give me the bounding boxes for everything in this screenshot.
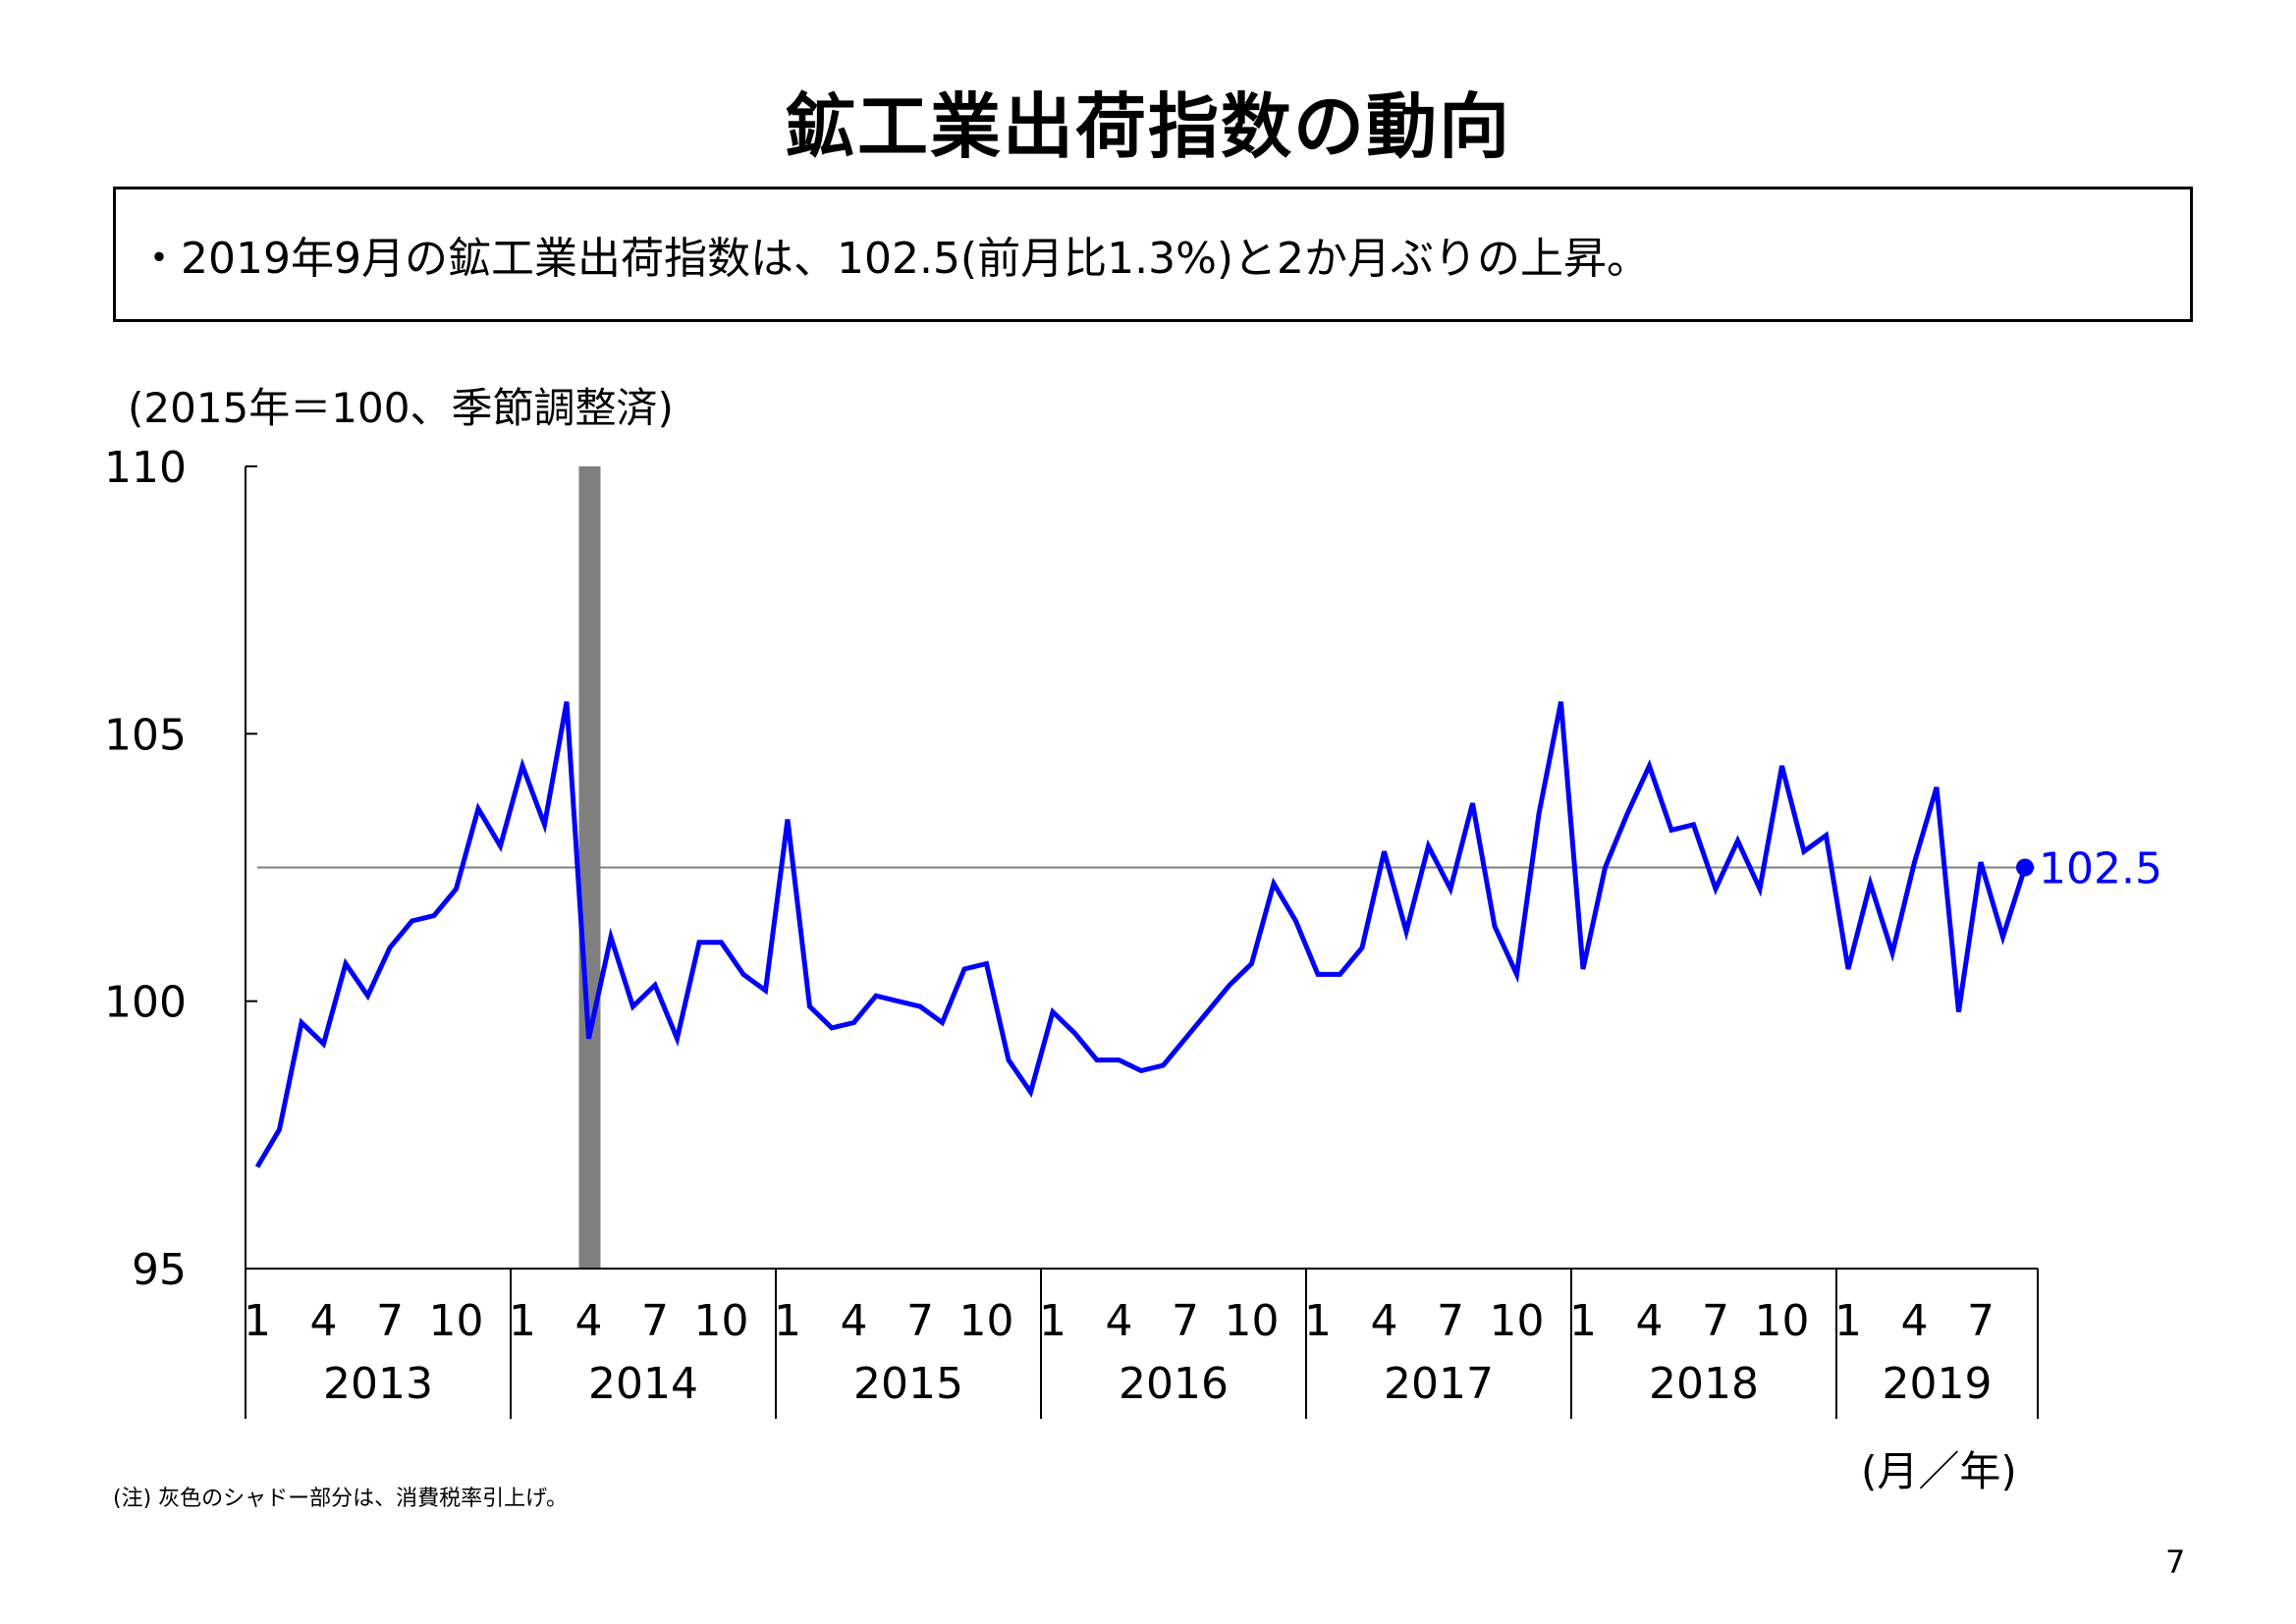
month-tick-label: 1 xyxy=(244,1296,271,1346)
page-number: 7 xyxy=(2165,1543,2186,1581)
year-tick-label: 2019 xyxy=(1883,1359,1993,1409)
month-tick-label: 7 xyxy=(376,1296,404,1346)
axis-layer xyxy=(245,465,2039,1419)
month-tick-label: 7 xyxy=(1172,1296,1199,1346)
month-tick-label: 4 xyxy=(1901,1296,1929,1346)
month-tick-label: 7 xyxy=(906,1296,934,1346)
month-tick-label: 1 xyxy=(1569,1296,1597,1346)
month-tick-label: 10 xyxy=(1225,1296,1280,1346)
month-tick-label: 7 xyxy=(641,1296,669,1346)
footnote: (注) 灰色のシャドー部分は、消費税率引上げ。 xyxy=(113,1487,569,1511)
year-tick-label: 2013 xyxy=(323,1359,433,1409)
month-tick-label: 10 xyxy=(694,1296,749,1346)
page-title: 鉱工業出荷指数の動向 xyxy=(784,85,1511,168)
y-tick-label: 105 xyxy=(104,710,187,760)
month-tick-label: 1 xyxy=(1834,1296,1862,1346)
month-tick-label: 1 xyxy=(1039,1296,1066,1346)
month-tick-label: 10 xyxy=(1490,1296,1545,1346)
month-tick-label: 10 xyxy=(429,1296,484,1346)
year-tick-label: 2015 xyxy=(853,1359,963,1409)
month-tick-label: 1 xyxy=(509,1296,536,1346)
latest-value-label: 102.5 xyxy=(2039,844,2162,894)
month-tick-label: 4 xyxy=(841,1296,868,1346)
shipments-index-series-line xyxy=(254,701,2028,1168)
month-tick-label: 1 xyxy=(774,1296,801,1346)
month-tick-label: 7 xyxy=(1437,1296,1464,1346)
month-tick-label: 4 xyxy=(575,1296,603,1346)
summary-box: ・2019年9月の鉱工業出荷指数は、102.5(前月比1.3%)と2か月ぶりの上… xyxy=(113,187,2193,322)
month-tick-label: 4 xyxy=(1106,1296,1133,1346)
y-tick-label: 100 xyxy=(104,978,187,1028)
month-tick-label: 4 xyxy=(1371,1296,1398,1346)
month-tick-label: 7 xyxy=(1967,1296,1995,1346)
month-tick-label: 4 xyxy=(310,1296,338,1346)
year-tick-label: 2014 xyxy=(588,1359,698,1409)
month-tick-label: 10 xyxy=(959,1296,1014,1346)
x-axis-unit-label: (月／年) xyxy=(1861,1447,2017,1495)
y-tick-label: 95 xyxy=(132,1245,187,1295)
y-axis-unit-label: (2015年＝100、季節調整済) xyxy=(128,384,674,432)
y-tick-label: 110 xyxy=(104,443,187,493)
month-tick-label: 1 xyxy=(1304,1296,1332,1346)
latest-value-marker xyxy=(2016,858,2034,877)
year-tick-label: 2018 xyxy=(1649,1359,1759,1409)
year-tick-label: 2016 xyxy=(1119,1359,1229,1409)
summary-text: ・2019年9月の鉱工業出荷指数は、102.5(前月比1.3%)と2か月ぶりの上… xyxy=(137,234,1651,284)
month-tick-label: 7 xyxy=(1702,1296,1729,1346)
month-tick-label: 4 xyxy=(1636,1296,1664,1346)
month-tick-label: 10 xyxy=(1755,1296,1810,1346)
year-tick-label: 2017 xyxy=(1384,1359,1494,1409)
series-layer xyxy=(254,701,2034,1168)
